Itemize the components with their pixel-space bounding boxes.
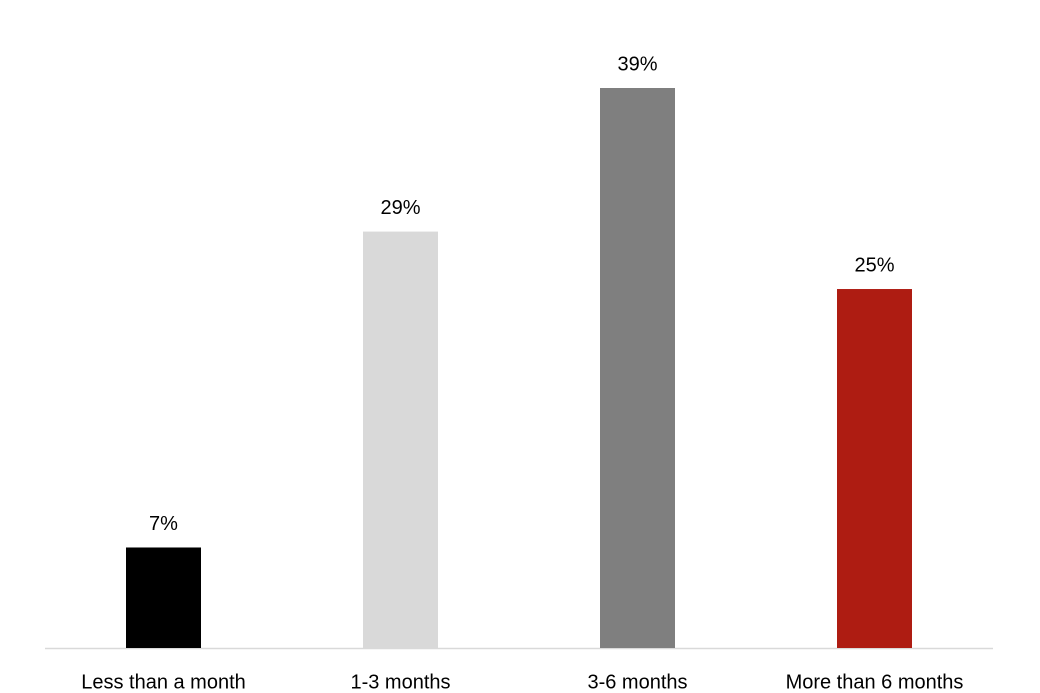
x-tick-label: More than 6 months	[786, 671, 964, 693]
bar	[600, 88, 675, 648]
bar	[126, 547, 201, 648]
value-label: 29%	[380, 197, 420, 219]
x-tick-label: 3-6 months	[587, 671, 687, 693]
bar	[837, 289, 912, 648]
value-label: 25%	[854, 254, 894, 276]
bar	[363, 231, 438, 649]
x-tick-label: 1-3 months	[350, 671, 450, 693]
value-label: 7%	[149, 513, 178, 535]
value-label: 39%	[617, 53, 657, 75]
x-tick-label: Less than a month	[81, 671, 246, 693]
